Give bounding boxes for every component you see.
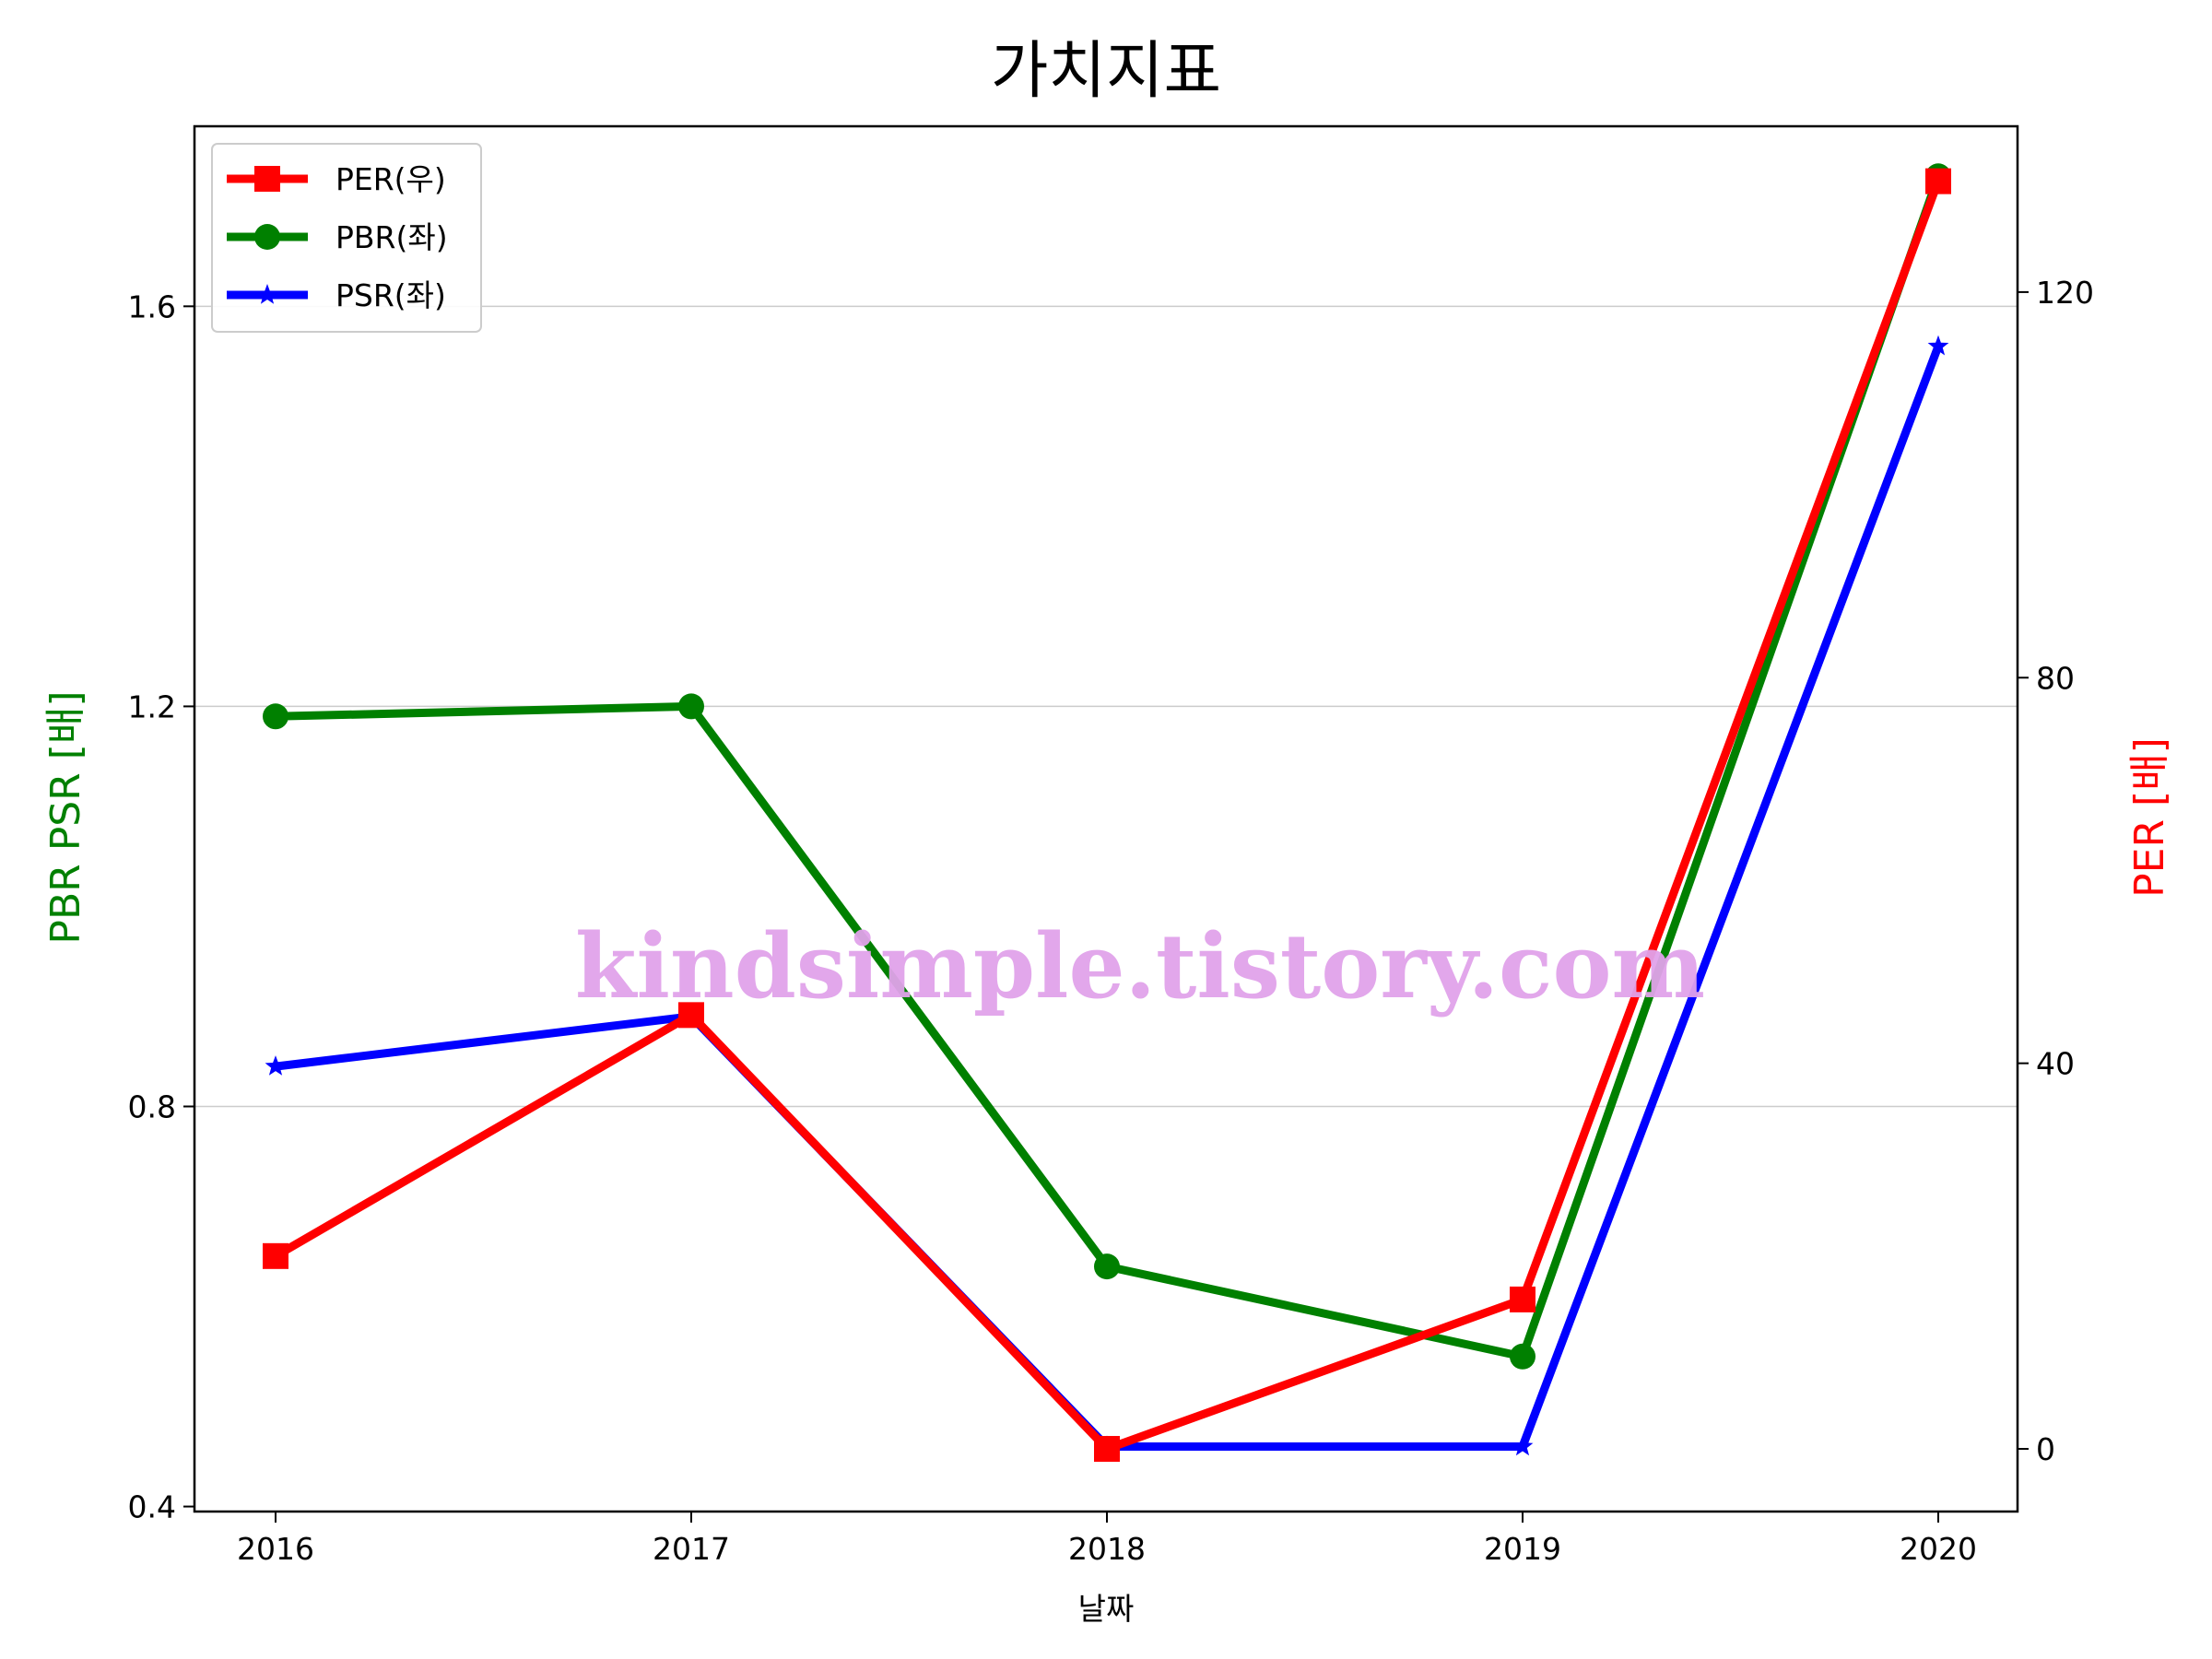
data-point-pbr-2016: [263, 703, 288, 730]
x-axis-ticks: 2016 2017 2018 2019 2020: [237, 1512, 1977, 1567]
chart-legend: PER(우) PBR(좌) PSR(좌): [211, 143, 482, 333]
series-lines: [263, 163, 1951, 1463]
legend-label-per: PER(우): [335, 161, 446, 197]
data-point-psr-2016: [265, 1055, 287, 1076]
left-y-tick-label-0.8: 0.8: [128, 1088, 176, 1124]
right-y-axis-ticks: 0 40 80 120: [2018, 275, 2094, 1467]
data-point-psr-2020: [1927, 335, 1949, 356]
right-y-tick-label-0: 0: [2036, 1431, 2055, 1467]
x-tick-label-2020: 2020: [1900, 1531, 1977, 1567]
data-point-pbr-2017: [678, 693, 704, 720]
left-y-axis-label: PBR PSR [배]: [42, 690, 89, 944]
data-point-per-2020: [1925, 168, 1951, 194]
series-psr: [265, 335, 1949, 1456]
legend-marker-pbr: [254, 224, 280, 250]
x-tick-label-2016: 2016: [237, 1531, 314, 1567]
left-y-tick-label-1.2: 1.2: [128, 688, 176, 724]
gridlines: [194, 305, 2018, 1108]
x-tick-label-2017: 2017: [653, 1531, 730, 1567]
series-pbr: [263, 163, 1951, 1370]
data-point-per-2017: [678, 1002, 704, 1029]
left-y-tick-label-1.6: 1.6: [128, 288, 176, 324]
left-y-axis-ticks: 0.4 0.8 1.2 1.6: [128, 288, 194, 1525]
series-per: [263, 168, 1951, 1463]
right-y-axis-label: PER [배]: [2126, 737, 2173, 898]
data-point-pbr-2018: [1094, 1253, 1120, 1280]
right-y-tick-label-80: 80: [2036, 660, 2075, 696]
data-point-pbr-2019: [1510, 1343, 1535, 1370]
plot-frame: [193, 124, 2019, 1513]
x-tick-label-2019: 2019: [1484, 1531, 1561, 1567]
watermark-text: kindsimple.tistory.com: [575, 914, 1705, 1018]
legend-marker-psr: [256, 284, 278, 304]
right-y-tick-label-40: 40: [2036, 1046, 2075, 1082]
legend-label-pbr: PBR(좌): [335, 219, 448, 255]
data-point-per-2016: [263, 1242, 288, 1269]
x-tick-label-2018: 2018: [1068, 1531, 1146, 1567]
data-point-per-2019: [1510, 1286, 1535, 1312]
legend-label-psr: PSR(좌): [335, 277, 446, 313]
x-axis-label: 날짜: [1078, 1591, 1135, 1627]
left-y-tick-label-0.4: 0.4: [128, 1489, 176, 1525]
right-y-tick-label-120: 120: [2036, 275, 2094, 311]
data-point-psr-2019: [1512, 1435, 1534, 1456]
data-point-per-2018: [1094, 1436, 1120, 1463]
legend-marker-per: [254, 166, 280, 192]
chart-title: 가치지표: [991, 35, 1221, 108]
series-line-pbr: [271, 171, 1943, 1361]
